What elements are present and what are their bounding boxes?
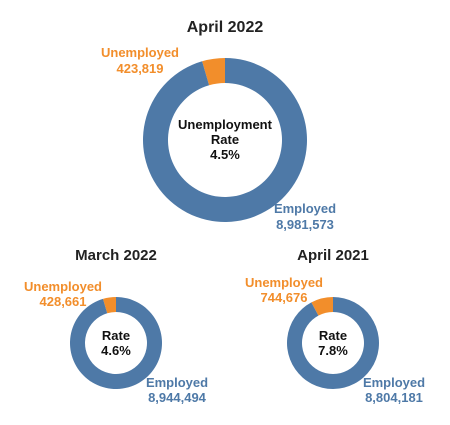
donut-ring (69, 297, 162, 390)
employed-value: 8,804,181 (365, 390, 423, 405)
unemployed-slice (311, 297, 333, 316)
unemployed-slice (202, 58, 225, 86)
center-label-line-2: 4.6% (101, 343, 131, 358)
donut-ring (142, 58, 307, 222)
center-label-line-1: Unemployment (178, 117, 273, 132)
employed-value: 8,944,494 (148, 390, 207, 405)
unemployed-label: Unemployed (245, 275, 323, 290)
employed-value: 8,981,573 (276, 217, 334, 232)
unemployed-slice (102, 297, 116, 314)
chart-title: April 2021 (297, 247, 369, 264)
employed-label: Employed (146, 375, 208, 390)
chart-march-2022: March 2022 Rate 4.6% Unemployed 428,661 … (24, 247, 208, 405)
employed-label: Employed (363, 375, 425, 390)
employed-slice (69, 297, 162, 390)
center-label-line-1: Rate (102, 328, 130, 343)
unemployed-value: 423,819 (117, 61, 164, 76)
unemployed-label: Unemployed (24, 279, 102, 294)
employed-label: Employed (274, 201, 336, 216)
employed-slice (287, 297, 380, 390)
chart-title: April 2022 (187, 19, 264, 36)
chart-april-2021: April 2021 Rate 7.8% Unemployed 744,676 … (245, 247, 425, 405)
unemployed-value: 428,661 (40, 294, 87, 309)
center-label-line-3: 4.5% (210, 147, 240, 162)
center-label-line-2: Rate (211, 132, 239, 147)
chart-april-2022: April 2022 Unemployment Rate 4.5% Unempl… (101, 19, 336, 232)
employed-slice (142, 58, 307, 222)
center-label-line-1: Rate (319, 328, 347, 343)
chart-title: March 2022 (75, 247, 157, 264)
unemployed-label: Unemployed (101, 45, 179, 60)
center-label-line-2: 7.8% (318, 343, 348, 358)
unemployed-value: 744,676 (261, 290, 308, 305)
donut-ring (287, 297, 380, 390)
